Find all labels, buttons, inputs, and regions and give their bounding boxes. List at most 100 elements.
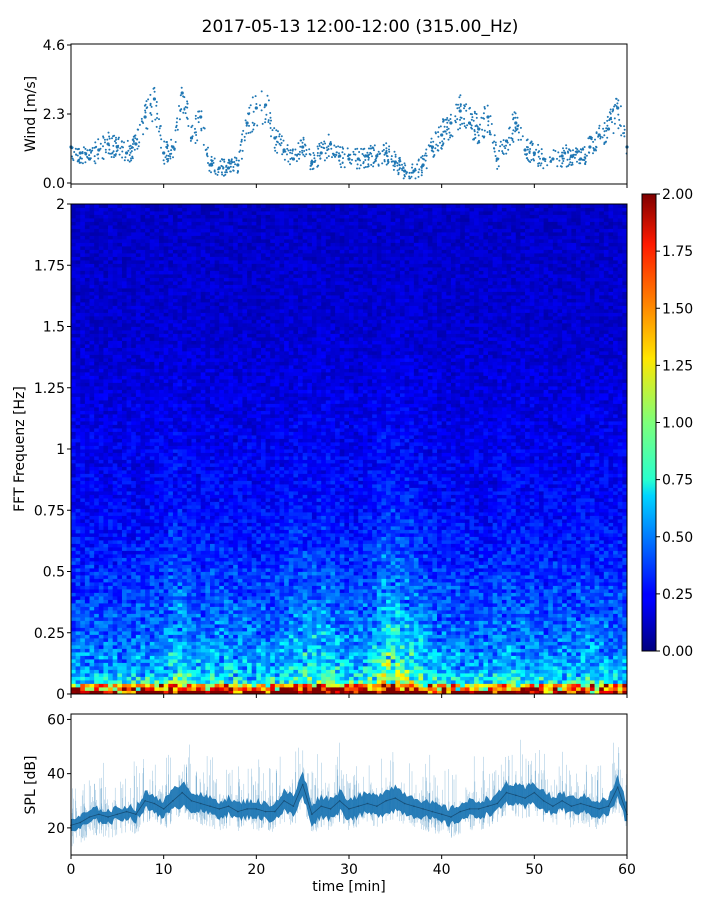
wind-sample <box>341 146 344 149</box>
spectrogram-cell <box>131 309 137 313</box>
spectrogram-cell <box>121 638 127 642</box>
spectrogram-cell <box>75 326 81 331</box>
spectrogram-cell <box>80 361 86 366</box>
spectrogram-cell <box>98 473 104 478</box>
spectrogram-cell <box>75 582 81 586</box>
spectrogram-cell <box>84 620 90 625</box>
spectrogram-cell <box>172 599 178 604</box>
wind-sample <box>605 127 608 130</box>
spectrogram-cell <box>71 634 77 639</box>
spectrogram-cell <box>126 585 132 590</box>
spectrogram-cell <box>154 239 160 243</box>
wind-sample <box>129 147 132 150</box>
spectrogram-cell <box>108 498 114 502</box>
spectrogram-cell <box>89 659 95 663</box>
spectrogram-cell <box>89 494 95 499</box>
spectrogram-cell <box>121 519 127 523</box>
wind-sample <box>417 175 420 178</box>
spectrogram-cell <box>80 403 86 408</box>
spectrogram-cell <box>145 575 151 579</box>
spectrogram-cell <box>145 547 151 551</box>
spectrogram-cell <box>159 249 165 254</box>
wind-sample <box>286 147 289 150</box>
spectrogram-cell <box>89 207 95 212</box>
spectrogram-cell <box>103 480 109 485</box>
wind-sample <box>313 160 316 163</box>
spectrogram-cell <box>154 407 160 411</box>
spectrogram-cell <box>75 445 81 450</box>
spectrogram-cell <box>121 554 127 558</box>
spectrogram-cell <box>112 214 118 219</box>
wind-sample <box>236 171 239 174</box>
spectrogram-cell <box>168 386 174 390</box>
spectrogram-cell <box>75 302 81 306</box>
spectrogram-cell <box>163 400 169 404</box>
spectrogram-cell <box>191 666 197 670</box>
wind-sample <box>513 111 516 114</box>
spectrogram-cell <box>126 277 132 282</box>
wind-sample <box>301 151 304 154</box>
spectrogram-cell <box>80 288 86 292</box>
spectrogram-cell <box>89 358 95 362</box>
spectrogram-cell <box>126 645 132 649</box>
wind-sample <box>487 120 490 123</box>
spectrogram-cell <box>140 529 146 534</box>
spectrogram-cell <box>172 396 178 401</box>
spectrogram-cell <box>89 620 95 625</box>
spectrogram-cell <box>112 323 118 327</box>
spectrogram-cell <box>108 582 114 586</box>
spectrogram-cell <box>117 536 123 541</box>
spectrogram-cell <box>112 358 118 362</box>
spectrogram-cell <box>108 421 114 425</box>
spectrogram-cell <box>112 351 118 355</box>
spectrogram-cell <box>75 249 81 254</box>
spectrogram-cell <box>154 393 160 397</box>
spectrogram-cell <box>177 333 183 338</box>
spectrogram-cell <box>121 578 127 583</box>
spectrogram-cell <box>75 232 81 236</box>
spectrogram-cell <box>172 683 178 688</box>
spectrogram-cell <box>103 326 109 331</box>
wind-sample <box>134 142 137 145</box>
spectrogram-cell <box>163 550 169 555</box>
spectrogram-cell <box>80 680 86 684</box>
spectrogram-cell <box>94 256 100 261</box>
spectrogram-cell <box>126 424 132 429</box>
spectrogram-cell <box>172 228 178 233</box>
wind-sample <box>233 156 236 159</box>
spectrogram-cell <box>145 211 151 215</box>
spectrogram-cell <box>84 302 90 306</box>
spectrogram-cell <box>177 249 183 254</box>
wind-sample <box>244 119 247 122</box>
spectrogram-cell <box>80 330 86 334</box>
spectrogram-cell <box>75 617 81 621</box>
spectrogram-cell <box>182 578 188 583</box>
spectrogram-cell <box>112 620 118 625</box>
spectrogram-cell <box>75 389 81 394</box>
spectrogram-cell <box>121 221 127 226</box>
spectrogram-cell <box>117 207 123 212</box>
spectrogram-cell <box>140 396 146 401</box>
spectrogram-cell <box>149 330 155 334</box>
spectrogram-cell <box>89 232 95 236</box>
spectrogram-cell <box>131 456 137 460</box>
spectrogram-cell <box>191 599 197 604</box>
spectrogram-cell <box>182 400 188 404</box>
spectrogram-cell <box>112 491 118 495</box>
wind-sample <box>297 142 300 145</box>
spectrogram-cell <box>140 372 146 376</box>
spectrogram-cell <box>117 641 123 646</box>
spectrogram-cell <box>121 508 127 513</box>
spectrogram-cell <box>89 652 95 656</box>
spectrogram-cell <box>140 242 146 247</box>
spectrogram-cell <box>145 613 151 618</box>
spectrogram-cell <box>80 526 86 530</box>
spectrogram-cell <box>172 540 178 544</box>
spectrogram-cell <box>112 627 118 632</box>
wind-sample <box>411 163 414 166</box>
spectrogram-cell <box>84 666 90 670</box>
spectrogram-cell <box>182 687 188 691</box>
spectrogram-cell <box>75 330 81 334</box>
spectrogram-cell <box>182 673 188 677</box>
spectrogram-cell <box>117 340 123 345</box>
